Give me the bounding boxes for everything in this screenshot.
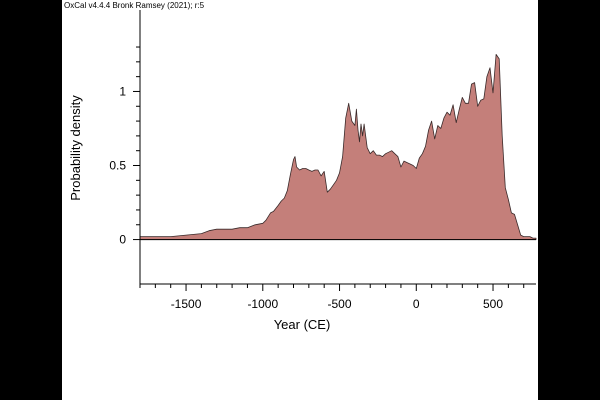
x-axis-label: Year (CE) [274,317,331,332]
x-tick-label: -500 [328,297,352,311]
y-tick-label: 0.5 [109,159,126,173]
x-tick-label: 500 [483,297,503,311]
y-axis-label: Probability density [68,95,83,201]
chart-page: OxCal v4.4.4 Bronk Ramsey (2021); r:5 -1… [62,0,538,400]
y-tick-label: 0 [119,233,126,247]
x-tick-label: -1500 [171,297,202,311]
plot-layer [139,54,537,240]
software-header: OxCal v4.4.4 Bronk Ramsey (2021); r:5 [64,1,205,10]
y-tick-label: 1 [119,84,126,98]
probability-density-chart: OxCal v4.4.4 Bronk Ramsey (2021); r:5 -1… [64,1,537,332]
x-tick-label: 0 [413,297,420,311]
axis-layer: -1500 -1000 -500 0 500 0 0.5 1 [109,10,536,311]
density-area-series-0 [139,54,537,240]
x-tick-label: -1000 [247,297,278,311]
